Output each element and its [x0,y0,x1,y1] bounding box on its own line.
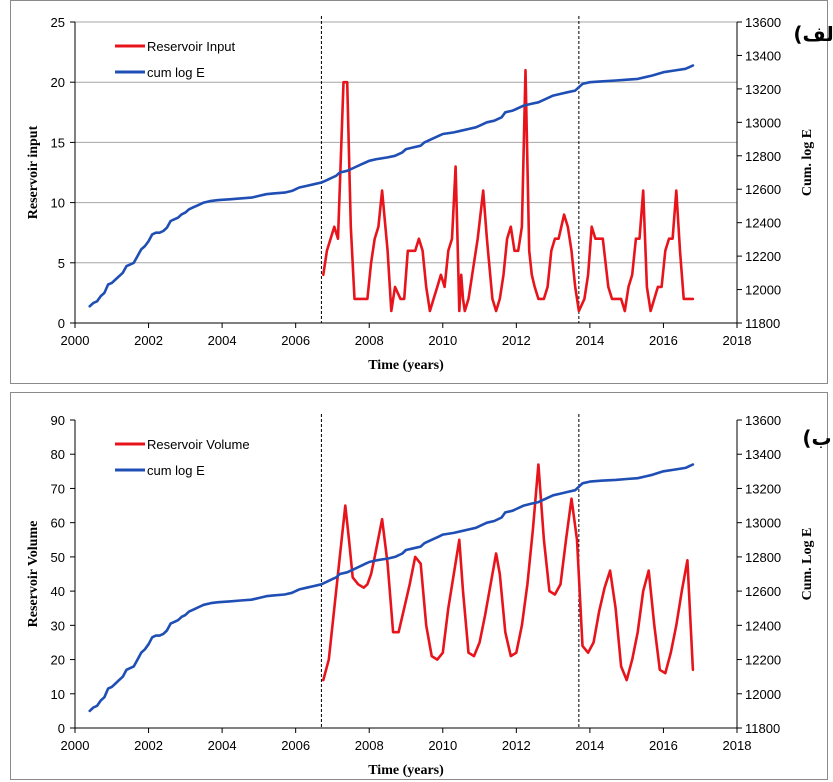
series-line-cum-log-e [88,463,695,713]
y2-tick-label: 12800 [745,550,781,565]
y-tick-label: 60 [51,516,65,531]
y-axis-title: Reservoir Volume [26,521,41,628]
y-tick-label: 30 [51,618,65,633]
x-tick-label: 2012 [502,333,531,348]
series-line-reservoir [321,463,695,682]
x-tick-label: 2010 [428,738,457,753]
y-tick-label: 40 [51,584,65,599]
chart-svg-a: 2000 2002 2004 2006 2008 2010 2012 2014 2016 2018… [26,15,833,373]
series-line-reservoir [321,68,695,313]
y2-tick-label: 12200 [745,249,781,264]
y2-tick-label: 12800 [745,149,781,164]
chart-panel-b: 2000 2002 2004 2006 2008 2010 2012 2014 2016 2018… [10,392,832,780]
x-tick-label: 2018 [723,738,752,753]
y2-tick-label: 13200 [745,481,781,496]
y2-tick-label: 13600 [745,15,781,30]
x-tick-label: 2018 [723,333,752,348]
y2-tick-label: 12000 [745,283,781,298]
x-tick-label: 2016 [649,333,678,348]
x-tick-label: 2004 [208,738,237,753]
y2-tick-label: 13200 [745,82,781,97]
y2-axis-title: Cum. log E [800,129,815,196]
x-tick-label: 2012 [502,738,531,753]
y2-tick-label: 12600 [745,182,781,197]
y2-tick-label: 12400 [745,216,781,231]
y-tick-label: 10 [51,687,65,702]
chart-panel-a: 2000 2002 2004 2006 2008 2010 2012 2014 2016 2018… [10,0,833,384]
y2-tick-label: 12000 [745,687,781,702]
y-tick-label: 50 [51,550,65,565]
x-tick-label: 2008 [355,738,384,753]
y-tick-label: 0 [58,316,65,331]
panel-label: ب) [802,426,831,450]
x-tick-label: 2004 [208,333,237,348]
legend-label: Reservoir Input [147,39,236,54]
y2-tick-label: 13400 [745,447,781,462]
y-tick-label: 80 [51,447,65,462]
x-tick-label: 2014 [575,738,604,753]
x-tick-label: 2000 [61,738,90,753]
y2-tick-label: 13400 [745,48,781,63]
x-tick-label: 2008 [355,333,384,348]
y2-tick-label: 11800 [745,721,780,736]
y-tick-label: 0 [58,721,65,736]
legend-label: cum log E [147,65,205,80]
y2-tick-label: 13600 [745,413,781,428]
y2-axis-title: Cum. Log E [800,528,815,601]
panel-label: الف) [793,22,833,46]
y-tick-label: 70 [51,481,65,496]
x-axis-title: Time (years) [368,358,444,373]
y-tick-label: 5 [58,256,65,271]
x-tick-label: 2006 [281,333,310,348]
series-line-cum-log-e [88,64,695,308]
x-tick-label: 2000 [61,333,90,348]
x-axis-title: Time (years) [368,763,444,778]
y2-tick-label: 12600 [745,584,781,599]
legend-label: Reservoir Volume [147,437,250,452]
legend-label: cum log E [147,463,205,478]
x-tick-label: 2014 [575,333,604,348]
y2-tick-label: 13000 [745,516,781,531]
x-tick-label: 2002 [134,738,163,753]
x-tick-label: 2010 [428,333,457,348]
y-tick-label: 10 [51,196,65,211]
y-tick-label: 25 [51,15,65,30]
y-tick-label: 20 [51,653,65,668]
x-tick-label: 2016 [649,738,678,753]
y2-tick-label: 12200 [745,653,781,668]
y-tick-label: 20 [51,75,65,90]
y-axis-title: Reservoir input [26,125,41,219]
x-tick-label: 2006 [281,738,310,753]
y2-tick-label: 11800 [745,316,780,331]
y-tick-label: 15 [51,135,65,150]
chart-svg-b: 2000 2002 2004 2006 2008 2010 2012 2014 2016 2018… [26,413,832,778]
y-tick-label: 90 [51,413,65,428]
x-tick-label: 2002 [134,333,163,348]
y2-tick-label: 13000 [745,115,781,130]
y2-tick-label: 12400 [745,618,781,633]
